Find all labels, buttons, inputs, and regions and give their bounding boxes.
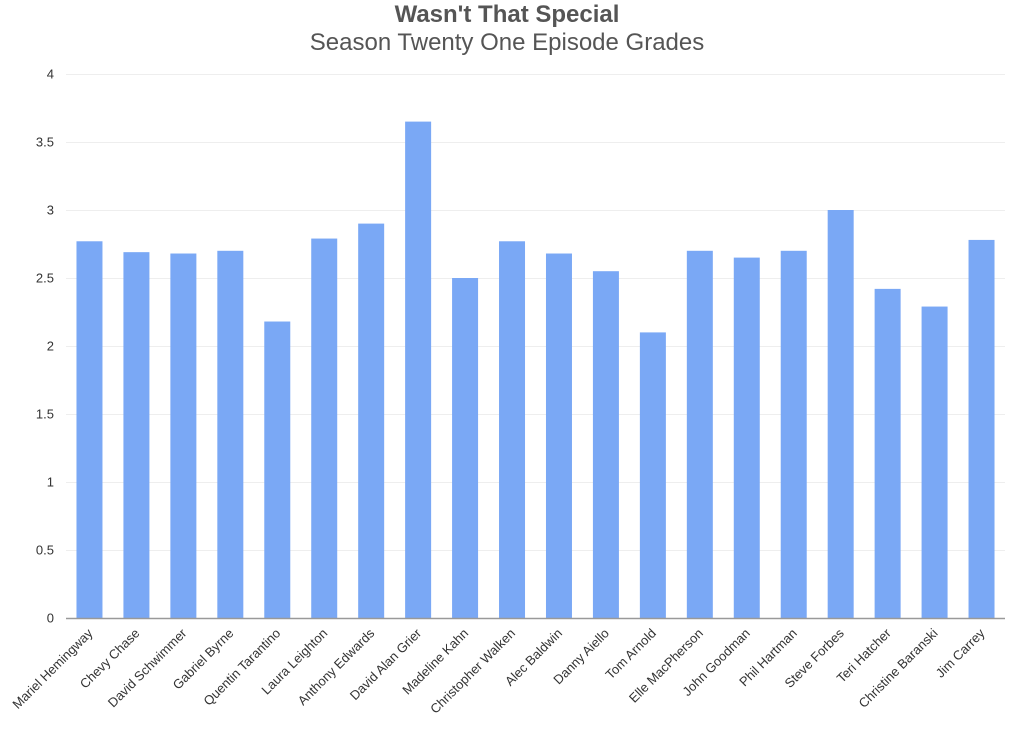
- y-tick-label: 2.5: [36, 271, 54, 286]
- y-tick-label: 2: [47, 339, 54, 354]
- y-tick-label: 1.5: [36, 407, 54, 422]
- bar: [499, 241, 526, 618]
- bar: [170, 253, 197, 618]
- chart-title: Wasn't That Special: [394, 1, 620, 28]
- x-tick-label: David Schwimmer: [105, 625, 190, 710]
- y-tick-label: 3.5: [36, 135, 54, 150]
- x-tick-label: Jim Carrey: [933, 625, 988, 680]
- x-tick-label: Christine Baranski: [855, 625, 940, 710]
- x-tick-label: Christopher Walken: [427, 626, 518, 717]
- bar: [639, 332, 666, 618]
- bar: [686, 250, 713, 619]
- y-tick-label: 1: [47, 475, 54, 490]
- bar: [545, 253, 572, 618]
- bar: [217, 250, 244, 619]
- y-tick-label: 0.5: [36, 543, 54, 558]
- bar: [592, 271, 619, 618]
- y-tick-label: 0: [47, 611, 54, 626]
- bar: [405, 121, 432, 618]
- bar: [264, 321, 291, 618]
- bar: [827, 210, 854, 618]
- chart-subtitle: Season Twenty One Episode Grades: [309, 29, 705, 56]
- bar: [874, 288, 901, 618]
- bar: [733, 257, 760, 618]
- bar: [968, 239, 995, 619]
- y-tick-label: 4: [47, 67, 54, 82]
- bar: [452, 278, 479, 618]
- y-tick-label: 3: [47, 203, 54, 218]
- bar: [358, 223, 385, 618]
- bar: [311, 238, 338, 618]
- bar: [921, 306, 948, 618]
- bar: [780, 250, 807, 619]
- bar: [123, 252, 150, 618]
- x-tick-label: Mariel Hemingway: [9, 625, 96, 712]
- bar: [76, 241, 103, 618]
